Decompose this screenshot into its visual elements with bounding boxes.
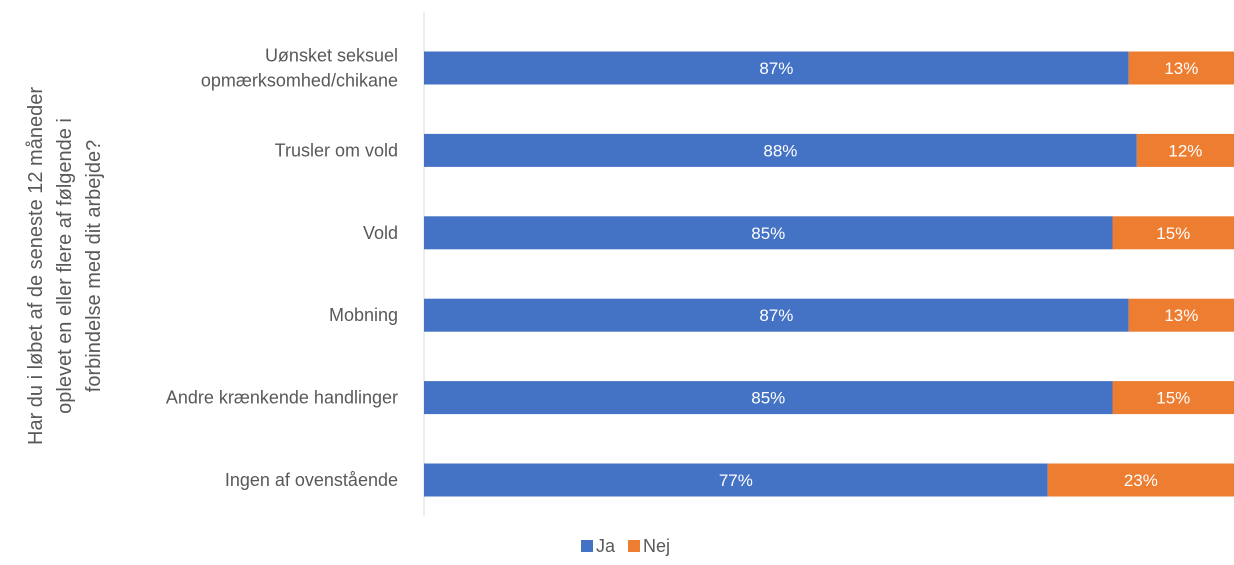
data-label: 85% [751,389,785,408]
bar-ja [424,51,1129,85]
data-label: 88% [763,141,797,160]
category-label: Ingen af ovenstående [225,470,398,490]
bar-ja [424,298,1129,332]
bar-nej [1047,463,1234,497]
category-label: Mobning [329,305,398,325]
bar-nej [1128,298,1234,332]
category-labels: Uønsket seksuel opmærksomhed/chikane Trusl… [166,46,398,491]
data-label: 77% [719,471,753,490]
bars: 87% 13% 88% 12% 85% 15% 87% 13% 85% 15% 77% 23% [424,51,1234,497]
data-label: 12% [1168,141,1202,160]
bar-ja [424,381,1113,415]
y-axis-title-line: oplevet en eller flere af følgende i [54,118,76,414]
legend-swatch-nej [628,540,640,552]
data-label: 23% [1124,471,1158,490]
data-label: 87% [759,59,793,78]
legend-swatch-ja [581,540,593,552]
bar-ja [424,133,1137,167]
data-label: 13% [1164,59,1198,78]
data-label: 13% [1164,306,1198,325]
category-label: Trusler om vold [275,140,398,160]
legend-label-nej: Nej [643,536,670,556]
bar-nej [1136,133,1234,167]
y-axis-title-line: Har du i løbet af de seneste 12 måneder [25,87,47,445]
bar-nej [1112,381,1234,415]
bar-nej [1128,51,1234,85]
legend-label-ja: Ja [596,536,616,556]
data-label: 85% [751,224,785,243]
category-label: Andre krænkende handlinger [166,388,398,408]
y-axis-title-line: forbindelse med dit arbejde? [83,140,105,392]
data-label: 15% [1156,389,1190,408]
y-axis-title: Har du i løbet af de seneste 12 måneder o… [25,87,105,445]
bar-nej [1112,216,1234,250]
bar-ja [424,463,1048,497]
data-label: 15% [1156,224,1190,243]
legend: Ja Nej [581,536,670,556]
bar-ja [424,216,1113,250]
data-label: 87% [759,306,793,325]
category-label: Vold [363,223,398,243]
category-label: Uønsket seksuel opmærksomhed/chikane [201,46,398,91]
